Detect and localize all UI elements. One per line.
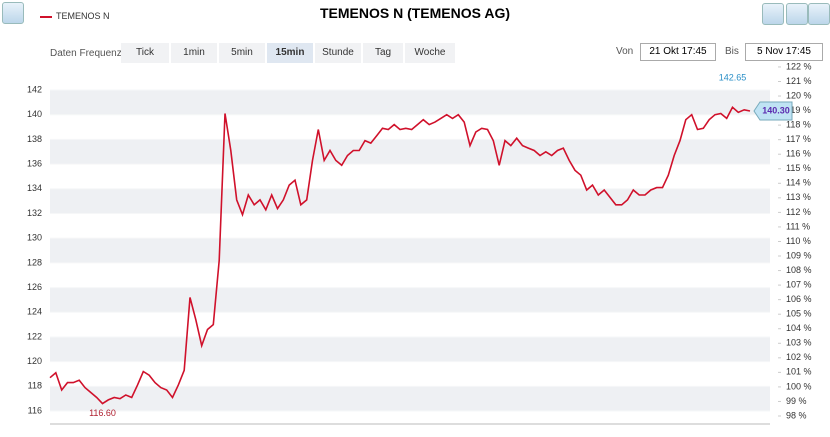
grid-band [50,336,770,362]
y2-tick-label: 112 % [786,207,811,217]
y-tick-label: 138 [27,134,42,144]
grid-band [50,90,770,115]
min-annotation: 116.60 [89,408,116,418]
edit-icon[interactable] [2,2,24,24]
y-tick-label: 126 [27,282,42,292]
chart-title: TEMENOS N (TEMENOS AG) [319,5,511,21]
y-tick-label: 116 [28,405,42,415]
y2-tick-label: 119 % [786,105,811,115]
y2-tick-label: 107 % [786,279,812,289]
y2-tick-label: 122 % [786,61,812,71]
y-tick-label: 142 [27,84,42,94]
frequency-label: Daten Frequenz [50,48,122,59]
frequency-button[interactable]: 15min [267,43,313,63]
y2-tick-label: 101 % [786,367,812,377]
frequency-button[interactable]: 5min [219,43,265,63]
download-icon[interactable] [786,3,808,25]
last-value-box [753,101,793,121]
y-tick-label: 120 [27,356,42,366]
frequency-button[interactable]: Stunde [315,43,361,63]
y2-tick-label: 103 % [786,338,812,348]
y2-tick-label: 106 % [786,294,812,304]
frequency-button[interactable]: 1min [171,43,217,63]
y-tick-label: 130 [27,233,42,243]
legend-label: TEMENOS N [56,11,110,21]
y-tick-label: 132 [27,208,42,218]
y2-tick-label: 113 % [786,192,811,202]
frequency-button[interactable]: Woche [405,43,455,63]
y2-tick-label: 120 % [786,90,812,100]
y2-tick-label: 110 % [786,236,811,246]
y2-tick-label: 121 % [786,76,812,86]
y-tick-label: 124 [27,307,42,317]
y2-tick-label: 100 % [786,381,812,391]
y-tick-label: 128 [27,257,42,267]
grid-band [50,139,770,165]
y2-tick-label: 117 % [786,134,811,144]
price-line [49,106,751,405]
y2-tick-label: 116 % [786,149,811,159]
y-tick-label: 134 [27,183,42,193]
last-annotation: 140.30 [762,105,790,115]
from-label: Von [616,46,634,57]
grid-band [50,287,770,313]
max-annotation: 142.65 [719,72,747,82]
grid-band [50,238,770,263]
y2-tick-label: 99 % [786,396,807,406]
to-label: Bis [725,46,739,57]
grid-band [50,386,770,412]
from-input[interactable]: 21 Okt 17:45 [640,43,716,61]
y2-tick-label: 105 % [786,309,812,319]
y2-tick-label: 102 % [786,352,812,362]
legend-swatch [40,16,52,18]
frequency-button[interactable]: Tag [363,43,403,63]
y2-tick-label: 108 % [786,265,812,275]
y2-tick-label: 114 % [786,178,811,188]
y2-tick-label: 118 % [786,119,811,129]
y2-tick-label: 115 % [786,163,811,173]
y-tick-label: 136 [27,158,42,168]
y-tick-label: 140 [27,109,42,119]
y2-tick-label: 111 % [786,221,810,231]
frequency-button[interactable]: Tick [121,43,169,63]
print-icon[interactable] [762,3,784,25]
y-tick-label: 122 [27,331,42,341]
y-tick-label: 118 [28,381,42,391]
y2-tick-label: 104 % [786,323,812,333]
to-input[interactable]: 5 Nov 17:45 [745,43,823,61]
grid-band [50,188,770,214]
y2-tick-label: 98 % [786,410,807,420]
y2-tick-label: 109 % [786,250,812,260]
